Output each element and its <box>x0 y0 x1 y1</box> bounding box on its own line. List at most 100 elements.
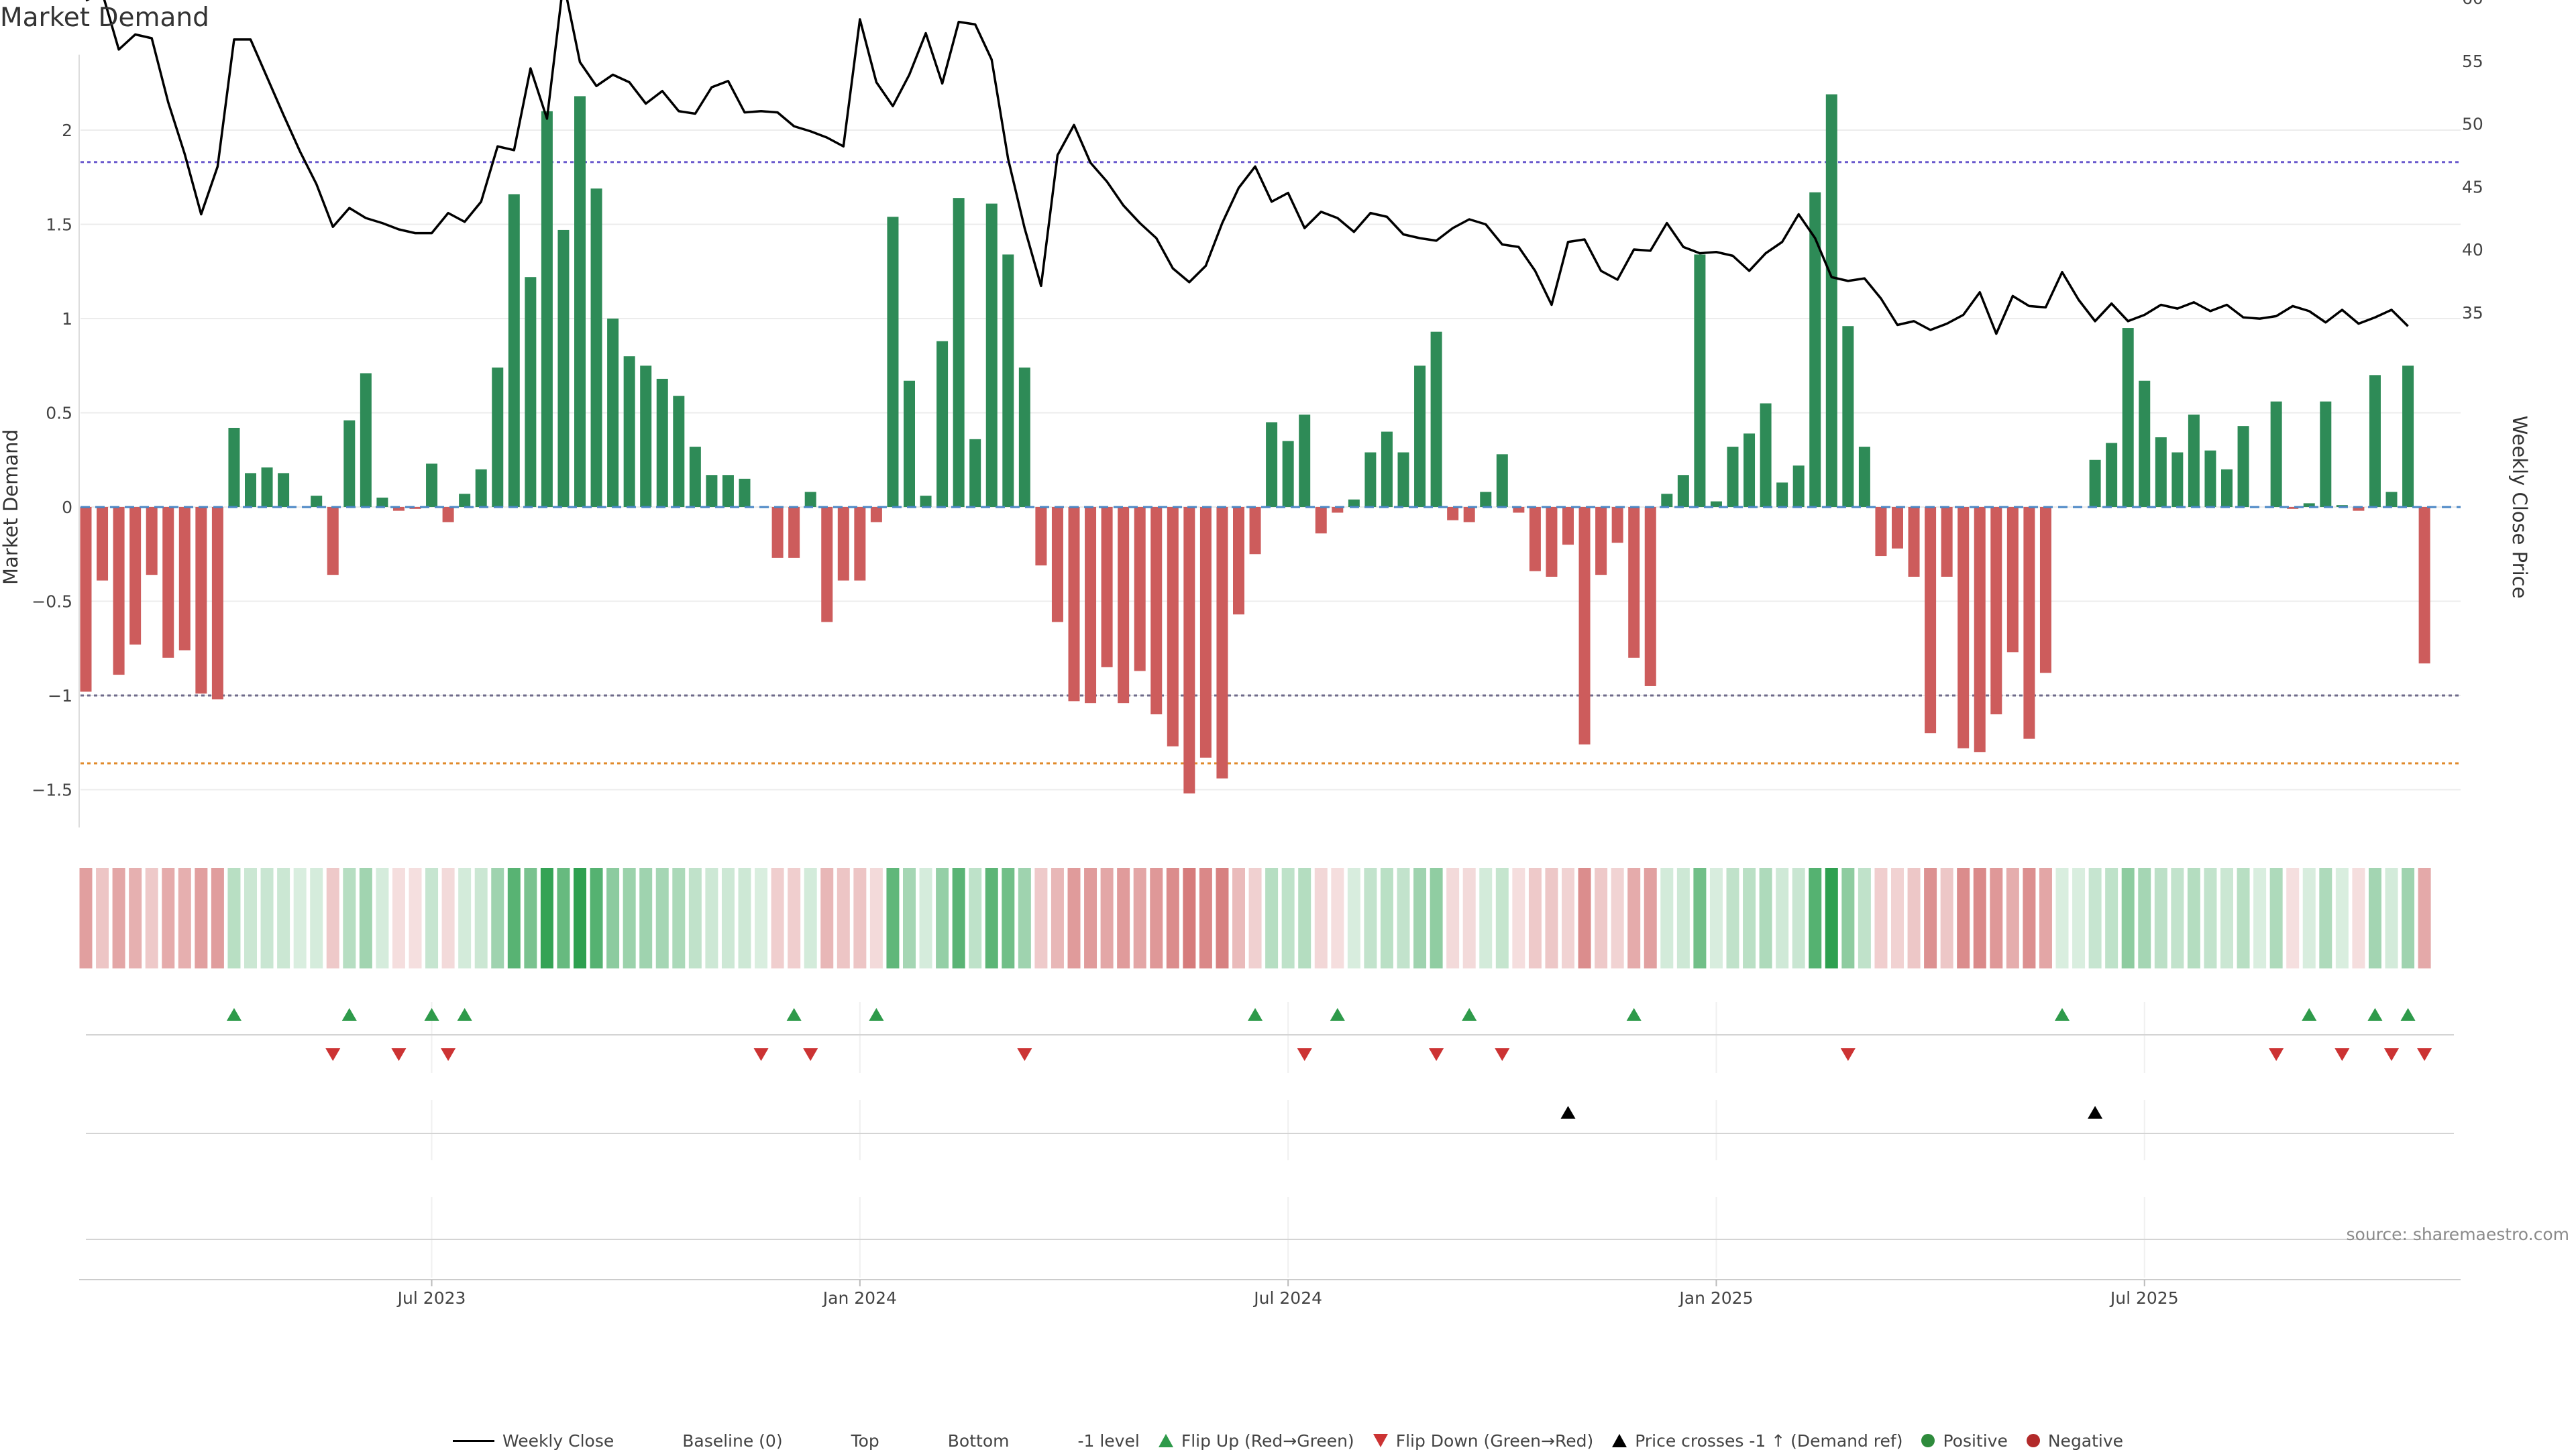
demand-bar <box>261 467 273 507</box>
intensity-cell <box>178 868 191 968</box>
demand-bar <box>442 507 454 522</box>
demand-bar <box>1002 254 1014 507</box>
demand-bar <box>1727 447 1739 507</box>
intensity-cell <box>2171 868 2184 968</box>
demand-bar <box>1908 507 1920 577</box>
intensity-cell <box>1281 868 1295 968</box>
flip-down-marker <box>1429 1048 1444 1061</box>
intensity-cell <box>969 868 982 968</box>
intensity-cell <box>227 868 241 968</box>
intensity-cell <box>1644 868 1657 968</box>
y-tick-label: 0 <box>62 498 72 517</box>
flip-up-marker <box>1626 1008 1642 1021</box>
demand-bar <box>706 475 718 507</box>
demand-bar <box>1562 507 1574 545</box>
demand-bar <box>1694 254 1706 507</box>
intensity-cell <box>1562 868 1574 968</box>
intensity-cell <box>985 868 998 968</box>
intensity-cell <box>1117 868 1130 968</box>
demand-bar <box>1513 507 1525 513</box>
demand-bar <box>360 373 372 507</box>
intensity-cell <box>672 868 686 968</box>
intensity-cell <box>129 868 142 968</box>
intensity-cell <box>343 868 356 968</box>
demand-bar <box>409 507 421 509</box>
intensity-cell <box>1067 868 1081 968</box>
intensity-cell <box>1084 868 1097 968</box>
demand-bar <box>1397 452 1409 507</box>
intensity-cell <box>162 868 175 968</box>
demand-bar <box>2353 507 2365 511</box>
intensity-cell <box>1265 868 1279 968</box>
flip-down-marker <box>325 1048 341 1061</box>
intensity-cell <box>2418 868 2431 968</box>
demand-bar <box>1546 507 1558 577</box>
intensity-cell <box>1940 868 1953 968</box>
intensity-cell <box>441 868 455 968</box>
demand-bar <box>459 494 471 507</box>
intensity-cell <box>507 868 521 968</box>
flip-down-marker <box>2334 1048 2350 1061</box>
demand-bar <box>1974 507 1986 752</box>
intensity-cell <box>1578 868 1591 968</box>
x-tick-label: Jan 2024 <box>822 1288 897 1308</box>
intensity-cell <box>1150 868 1163 968</box>
intensity-cell <box>804 868 817 968</box>
demand-bar <box>1018 368 1030 507</box>
dotted-line-icon <box>802 1433 843 1449</box>
intensity-cell <box>79 868 93 968</box>
weekly-close-line <box>85 0 2409 335</box>
intensity-cell <box>1018 868 1031 968</box>
legend-label-top: Top <box>851 1431 879 1451</box>
intensity-cell <box>1051 868 1064 968</box>
intensity-cell <box>1726 868 1739 968</box>
intensity-cell <box>540 868 553 968</box>
flip-up-marker <box>2400 1008 2416 1021</box>
demand-bar <box>1381 431 1393 507</box>
demand-bar <box>426 463 438 507</box>
demand-bar <box>1463 507 1475 522</box>
demand-bar <box>1085 507 1097 704</box>
triangle-up-icon <box>1612 1434 1627 1447</box>
demand-bar <box>689 447 701 507</box>
demand-bar <box>623 356 635 507</box>
demand-bar <box>2039 507 2051 673</box>
intensity-cell <box>606 868 620 968</box>
intensity-cell <box>1924 868 1937 968</box>
intensity-cell <box>2335 868 2349 968</box>
demand-bar <box>2139 380 2151 507</box>
intensity-cell <box>771 868 784 968</box>
demand-bar <box>376 497 388 507</box>
demand-bar <box>1892 507 1903 549</box>
demand-bar <box>607 319 619 507</box>
intensity-cell <box>2088 868 2102 968</box>
intensity-cell <box>1792 868 1805 968</box>
demand-bar <box>1051 507 1063 622</box>
demand-bar <box>245 473 256 507</box>
demand-bar <box>640 366 652 507</box>
demand-bar <box>722 475 734 507</box>
demand-bar <box>1595 507 1607 575</box>
demand-bar <box>1792 465 1805 507</box>
intensity-cell <box>1693 868 1707 968</box>
intensity-cell <box>788 868 801 968</box>
intensity-cell <box>244 868 257 968</box>
x-tick-label: Jul 2023 <box>396 1288 466 1308</box>
demand-bar <box>2023 507 2035 739</box>
demand-bar <box>228 427 240 507</box>
intensity-cell <box>195 868 208 968</box>
intensity-cell <box>1479 868 1493 968</box>
intensity-cell <box>310 868 323 968</box>
demand-bar <box>278 473 290 507</box>
demand-bar <box>1529 507 1541 571</box>
demand-bar <box>557 229 570 507</box>
legend-label-price-cross: Price crosses -1 ↑ (Demand ref) <box>1635 1431 1903 1451</box>
flip-down-marker <box>2269 1048 2284 1061</box>
legend-item-baseline: Baseline (0) <box>633 1431 782 1451</box>
y-tick-label: 1 <box>62 309 72 329</box>
circle-icon <box>2026 1434 2040 1447</box>
demand-bar <box>1842 326 1854 507</box>
price-cross-marker <box>1560 1106 1576 1119</box>
intensity-cell <box>1957 868 1970 968</box>
